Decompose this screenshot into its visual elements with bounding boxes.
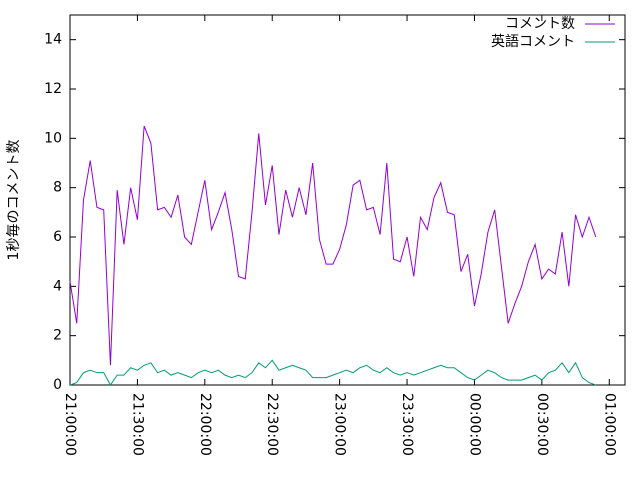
x-tick-label: 21:30:00 bbox=[129, 393, 145, 456]
line-series bbox=[69, 359, 596, 386]
y-tick-label: 4 bbox=[53, 278, 62, 294]
x-tick-label: 01:00:00 bbox=[601, 393, 617, 456]
x-tick-label: 21:00:00 bbox=[62, 393, 78, 456]
y-tick-label: 12 bbox=[44, 81, 62, 97]
x-tick-label: 23:00:00 bbox=[332, 393, 348, 456]
y-tick-label: 0 bbox=[53, 377, 62, 393]
y-tick-label: 8 bbox=[53, 180, 62, 196]
x-tick-label: 22:00:00 bbox=[197, 393, 213, 456]
x-tick-label: 22:30:00 bbox=[264, 393, 280, 456]
y-tick-label: 10 bbox=[44, 130, 62, 146]
x-tick-label: 00:30:00 bbox=[534, 393, 550, 456]
x-tick-label: 23:30:00 bbox=[399, 393, 415, 456]
y-axis-label: 1秒毎のコメント数 bbox=[6, 140, 22, 261]
plot-border bbox=[69, 14, 626, 386]
y-tick-label: 2 bbox=[53, 328, 62, 344]
y-tick-label: 14 bbox=[44, 32, 62, 48]
legend-label: 英語コメント bbox=[491, 33, 575, 50]
line-series bbox=[69, 125, 597, 366]
y-tick-label: 6 bbox=[53, 229, 62, 245]
legend-label: コメント数 bbox=[505, 16, 575, 32]
x-tick-label: 00:00:00 bbox=[466, 393, 482, 456]
